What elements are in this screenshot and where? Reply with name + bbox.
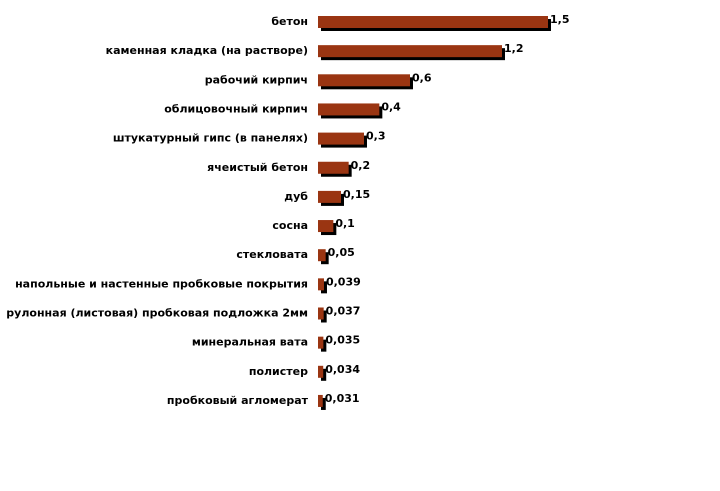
- category-label: каменная кладка (на растворе): [106, 44, 308, 57]
- bar: [318, 190, 341, 203]
- value-label: 1,5: [550, 13, 570, 26]
- category-label: пробковый агломерат: [167, 394, 309, 407]
- bar-shadow: [321, 368, 327, 381]
- category-label: сосна: [272, 219, 308, 232]
- value-label: 0,3: [366, 130, 386, 143]
- bar: [318, 278, 324, 291]
- category-label: стекловата: [236, 248, 308, 261]
- category-label: рулонная (листовая) пробковая подложка 2…: [6, 307, 308, 320]
- bar: [318, 16, 548, 28]
- category-label: бетон: [271, 15, 308, 28]
- category-label: минеральная вата: [192, 336, 308, 349]
- bar: [318, 249, 326, 262]
- value-label: 0,2: [351, 159, 371, 172]
- bar: [318, 220, 334, 233]
- value-label: 0,1: [335, 217, 355, 230]
- value-label: 0,4: [381, 100, 401, 113]
- bar: [318, 161, 349, 174]
- category-label: облицовочный кирпич: [164, 102, 308, 115]
- bar: [318, 365, 324, 378]
- value-label: 0,039: [326, 275, 361, 288]
- bar-shadow: [321, 281, 327, 294]
- value-label: 0,6: [412, 71, 432, 84]
- bar-shadow: [321, 339, 327, 352]
- bar-shadow: [321, 310, 327, 323]
- value-label: 0,031: [325, 392, 360, 405]
- category-label: рабочий кирпич: [205, 73, 308, 86]
- bar: [318, 103, 380, 116]
- category-label: дуб: [284, 190, 308, 203]
- category-label: полистер: [249, 365, 308, 378]
- value-label: 0,05: [328, 246, 355, 259]
- bar: [318, 394, 323, 407]
- bar: [318, 45, 502, 58]
- value-label: 0,037: [326, 305, 361, 318]
- bar: [318, 74, 410, 87]
- value-label: 0,034: [325, 363, 360, 376]
- bar: [318, 132, 364, 145]
- bar: [318, 307, 324, 320]
- category-label: напольные и настенные пробковые покрытия: [15, 277, 308, 290]
- bar: [318, 336, 324, 349]
- value-label: 0,15: [343, 188, 370, 201]
- category-label: штукатурный гипс (в панелях): [113, 132, 308, 145]
- value-label: 1,2: [504, 42, 524, 55]
- value-label: 0,035: [325, 334, 360, 347]
- category-label: ячеистый бетон: [207, 161, 308, 174]
- bar-shadow: [321, 397, 326, 410]
